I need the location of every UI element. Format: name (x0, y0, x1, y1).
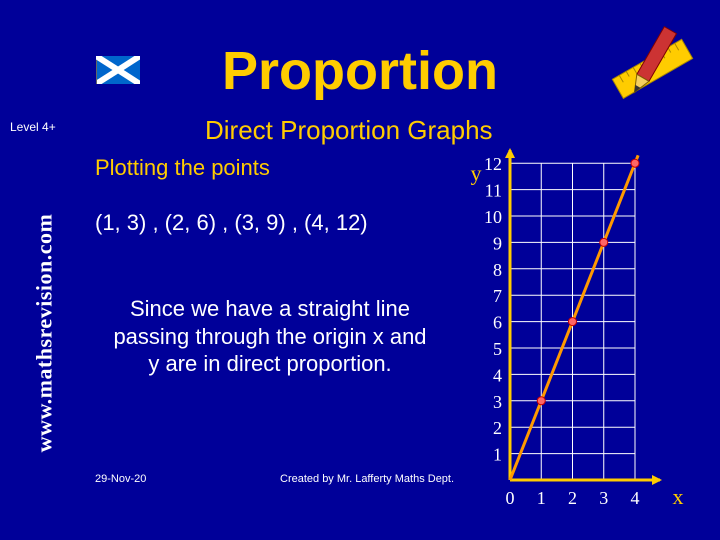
y-tick-label: 12 (484, 154, 502, 174)
level-label: Level 4+ (10, 120, 56, 134)
flag-icon (96, 56, 140, 84)
x-tick-label: 2 (568, 488, 577, 508)
date-label: 29-Nov-20 (95, 473, 146, 485)
x-axis-label: x (673, 484, 684, 509)
y-tick-label: 4 (493, 365, 502, 385)
y-tick-label: 6 (493, 313, 502, 333)
x-tick-label: 4 (631, 488, 640, 508)
proportion-chart: 12345678910111201234yx (452, 140, 712, 528)
credit-label: Created by Mr. Lafferty Maths Dept. (280, 473, 454, 485)
sidebar-url: www.mathsrevision.com (31, 214, 57, 453)
y-tick-label: 11 (485, 181, 502, 201)
y-tick-label: 7 (493, 286, 502, 306)
explanation-text: Since we have a straight line passing th… (105, 295, 435, 378)
y-tick-label: 1 (493, 445, 502, 465)
subtitle: Direct Proportion Graphs (205, 115, 493, 146)
y-tick-label: 2 (493, 418, 502, 438)
y-axis-label: y (471, 160, 482, 185)
x-axis-arrow (652, 475, 662, 485)
ruler-pencil-icon (602, 18, 702, 118)
data-point (600, 238, 608, 246)
y-tick-label: 3 (493, 392, 502, 412)
x-tick-label: 1 (537, 488, 546, 508)
y-tick-label: 8 (493, 260, 502, 280)
points-list: (1, 3) , (2, 6) , (3, 9) , (4, 12) (95, 210, 368, 236)
x-tick-label: 3 (599, 488, 608, 508)
y-tick-label: 5 (493, 339, 502, 359)
y-axis-arrow (505, 148, 515, 158)
data-point (537, 397, 545, 405)
y-tick-label: 9 (493, 233, 502, 253)
data-point (631, 159, 639, 167)
x-tick-label: 0 (506, 488, 515, 508)
y-tick-label: 10 (484, 207, 502, 227)
data-point (569, 318, 577, 326)
subheading: Plotting the points (95, 155, 270, 181)
